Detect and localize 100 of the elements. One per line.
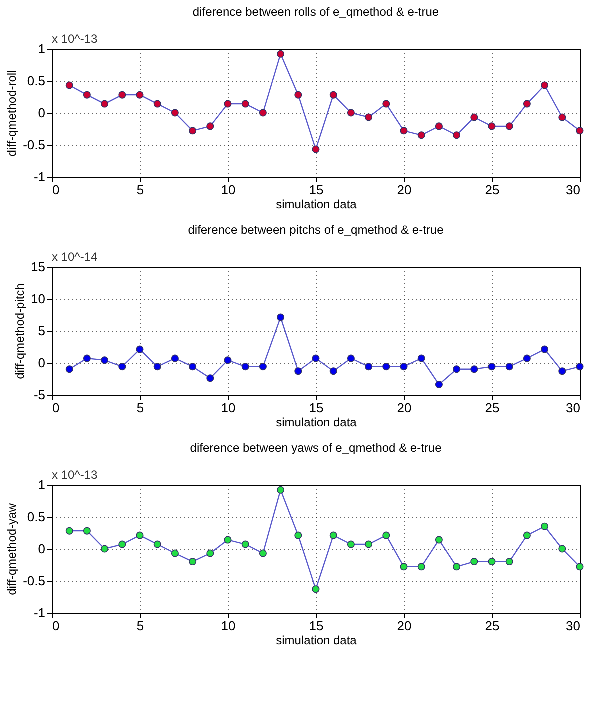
x-tick-label: 20 xyxy=(397,618,412,634)
point xyxy=(488,122,496,130)
point xyxy=(418,132,426,140)
point xyxy=(154,100,162,108)
point xyxy=(171,109,179,117)
point xyxy=(400,563,408,571)
point xyxy=(347,354,355,362)
point xyxy=(259,550,267,558)
point xyxy=(558,368,566,376)
point xyxy=(330,368,338,376)
x-tick-label: 20 xyxy=(397,400,412,416)
x-tick-label: 30 xyxy=(566,400,580,416)
y-tick-label: -0.5 xyxy=(23,138,46,152)
x-tick-label: 25 xyxy=(485,400,500,416)
point xyxy=(83,91,91,99)
point xyxy=(576,363,584,371)
x-tick-label: 5 xyxy=(136,400,144,416)
point xyxy=(435,122,443,130)
point xyxy=(400,127,408,135)
y-tick-label: 0.5 xyxy=(27,510,46,524)
x-axis-title: simulation data xyxy=(276,198,358,212)
point xyxy=(118,91,126,99)
point xyxy=(294,368,302,376)
point xyxy=(224,100,232,108)
y-tick-label: -5 xyxy=(34,388,46,402)
point xyxy=(83,354,91,362)
point xyxy=(541,82,549,90)
x-tick-label: 0 xyxy=(52,618,60,634)
point xyxy=(136,532,144,540)
point xyxy=(206,374,214,382)
x-tick-label: 10 xyxy=(221,400,236,416)
x-tick-label: 5 xyxy=(136,618,144,634)
point xyxy=(136,91,144,99)
point xyxy=(330,532,338,540)
y-axis-title: diff-qmethod-pitch xyxy=(13,284,28,380)
point xyxy=(312,146,320,154)
point xyxy=(136,346,144,354)
point xyxy=(576,127,584,135)
y-tick-label: 1 xyxy=(38,478,46,492)
point xyxy=(66,82,74,90)
point xyxy=(541,522,549,530)
point xyxy=(206,550,214,558)
x-tick-label: 25 xyxy=(485,618,500,634)
point xyxy=(506,363,514,371)
point xyxy=(118,540,126,548)
point xyxy=(523,100,531,108)
point xyxy=(453,366,461,374)
text: x 10^-13 xyxy=(52,468,98,482)
y-tick-label: 0 xyxy=(38,106,46,120)
point xyxy=(400,363,408,371)
point xyxy=(330,91,338,99)
point xyxy=(488,363,496,371)
point xyxy=(576,563,584,571)
point xyxy=(382,363,390,371)
point xyxy=(365,114,373,122)
point xyxy=(365,540,373,548)
x-tick-label: 30 xyxy=(566,182,580,198)
y-axis-title: diff-qmethod-yaw xyxy=(5,503,20,596)
x-tick-label: 20 xyxy=(397,182,412,198)
x-axis-title: simulation data xyxy=(276,634,358,648)
y-tick-label: 0.5 xyxy=(27,74,46,88)
x-tick-label: 0 xyxy=(52,400,60,416)
point xyxy=(118,363,126,371)
x-tick-label: 30 xyxy=(566,618,580,634)
point xyxy=(470,366,478,374)
y-tick-label: 0 xyxy=(38,356,46,370)
point xyxy=(294,532,302,540)
point xyxy=(453,132,461,140)
point xyxy=(242,540,250,548)
point xyxy=(189,558,197,566)
point xyxy=(277,50,285,58)
point xyxy=(418,354,426,362)
point xyxy=(294,91,302,99)
point xyxy=(259,363,267,371)
point xyxy=(312,354,320,362)
text: x 10^-13 xyxy=(52,32,98,46)
text: x 10^-14 xyxy=(52,250,98,264)
point xyxy=(242,363,250,371)
point xyxy=(365,363,373,371)
point xyxy=(171,550,179,558)
point xyxy=(189,363,197,371)
point xyxy=(101,356,109,364)
point xyxy=(242,100,250,108)
y-tick-label: 10 xyxy=(31,292,46,306)
x-tick-label: 0 xyxy=(52,182,60,198)
point xyxy=(189,127,197,135)
point xyxy=(206,122,214,130)
y-tick-label: 1 xyxy=(38,42,46,56)
x-tick-label: 15 xyxy=(309,182,324,198)
point xyxy=(558,545,566,553)
point xyxy=(224,356,232,364)
point xyxy=(101,545,109,553)
point xyxy=(382,100,390,108)
point xyxy=(488,558,496,566)
point xyxy=(101,100,109,108)
y-tick-label: 5 xyxy=(38,324,46,338)
y-tick-label: -1 xyxy=(34,606,46,620)
point xyxy=(154,540,162,548)
point xyxy=(523,532,531,540)
point xyxy=(66,527,74,535)
